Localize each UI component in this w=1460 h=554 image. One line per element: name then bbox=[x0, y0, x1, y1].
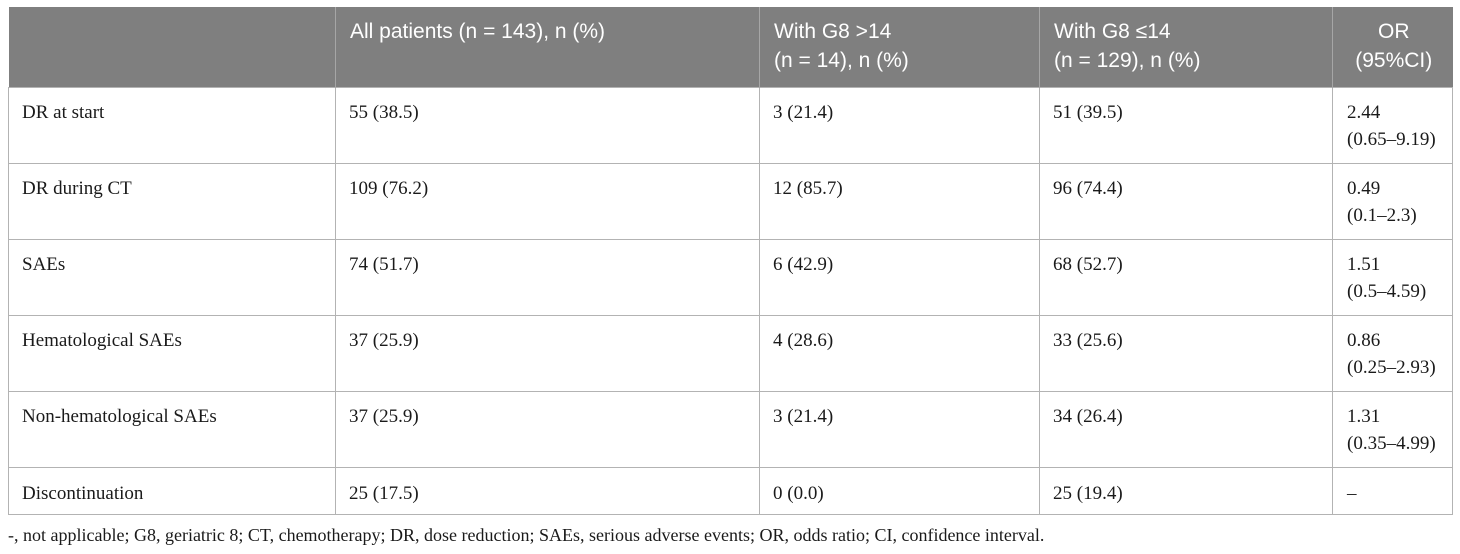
cell-odds-ratio: 1.51 (0.5–4.59) bbox=[1332, 238, 1453, 316]
cell-g8-at-most-14: 33 (25.6) bbox=[1039, 314, 1333, 392]
cell-g8-at-most-14: 34 (26.4) bbox=[1039, 390, 1333, 468]
table-row: Discontinuation 25 (17.5) 0 (0.0) 25 (19… bbox=[8, 466, 1453, 515]
cell-g8-above-14: 6 (42.9) bbox=[759, 238, 1040, 316]
cell-all-patients: 109 (76.2) bbox=[335, 162, 760, 240]
or-ci: (0.5–4.59) bbox=[1347, 280, 1427, 302]
cell-g8-at-most-14: 25 (19.4) bbox=[1039, 466, 1333, 515]
table-footnote: -, not applicable; G8, geriatric 8; CT, … bbox=[8, 525, 1045, 545]
table-body: DR at start 55 (38.5) 3 (21.4) 51 (39.5)… bbox=[8, 86, 1453, 515]
row-label: Non-hematological SAEs bbox=[8, 390, 336, 468]
cell-g8-above-14: 3 (21.4) bbox=[759, 86, 1040, 164]
or-value: – bbox=[1347, 482, 1357, 504]
row-label: Hematological SAEs bbox=[8, 314, 336, 392]
cell-all-patients: 55 (38.5) bbox=[335, 86, 760, 164]
cell-all-patients: 25 (17.5) bbox=[335, 466, 760, 515]
or-value: 0.86 bbox=[1347, 329, 1381, 351]
cell-odds-ratio: 2.44 (0.65–9.19) bbox=[1332, 86, 1453, 164]
cell-all-patients: 74 (51.7) bbox=[335, 238, 760, 316]
cell-g8-above-14: 3 (21.4) bbox=[759, 390, 1040, 468]
cell-g8-above-14: 4 (28.6) bbox=[759, 314, 1040, 392]
row-label: SAEs bbox=[8, 238, 336, 316]
cell-odds-ratio: 0.49 (0.1–2.3) bbox=[1332, 162, 1453, 240]
or-ci: (0.35–4.99) bbox=[1347, 432, 1436, 454]
cell-g8-at-most-14: 51 (39.5) bbox=[1039, 86, 1333, 164]
cell-odds-ratio: 1.31 (0.35–4.99) bbox=[1332, 390, 1453, 468]
table-row: Hematological SAEs 37 (25.9) 4 (28.6) 33… bbox=[8, 314, 1453, 392]
cell-all-patients: 37 (25.9) bbox=[335, 314, 760, 392]
or-value: 0.49 bbox=[1347, 177, 1381, 199]
cell-g8-above-14: 12 (85.7) bbox=[759, 162, 1040, 240]
cell-all-patients: 37 (25.9) bbox=[335, 390, 760, 468]
cell-g8-above-14: 0 (0.0) bbox=[759, 466, 1040, 515]
header-row: All patients (n = 143), n (%) With G8 >1… bbox=[8, 7, 1453, 87]
table-row: SAEs 74 (51.7) 6 (42.9) 68 (52.7) 1.51 (0… bbox=[8, 238, 1453, 316]
cell-odds-ratio: – bbox=[1332, 466, 1453, 515]
row-label: Discontinuation bbox=[8, 466, 336, 515]
header-all-patients: All patients (n = 143), n (%) bbox=[335, 7, 760, 87]
cell-g8-at-most-14: 68 (52.7) bbox=[1039, 238, 1333, 316]
or-ci: (0.25–2.93) bbox=[1347, 356, 1436, 378]
header-odds-ratio: OR (95%CI) bbox=[1332, 7, 1453, 87]
or-ci: (0.65–9.19) bbox=[1347, 128, 1436, 150]
header-g8-at-most-14: With G8 ≤14 (n = 129), n (%) bbox=[1039, 7, 1333, 87]
header-g8-above-14: With G8 >14 (n = 14), n (%) bbox=[759, 7, 1040, 87]
or-value: 1.51 bbox=[1347, 253, 1381, 275]
table-row: DR during CT 109 (76.2) 12 (85.7) 96 (74… bbox=[8, 162, 1453, 240]
table-row: Non-hematological SAEs 37 (25.9) 3 (21.4… bbox=[8, 390, 1453, 468]
table-row: DR at start 55 (38.5) 3 (21.4) 51 (39.5)… bbox=[8, 86, 1453, 164]
cell-odds-ratio: 0.86 (0.25–2.93) bbox=[1332, 314, 1453, 392]
table-header: All patients (n = 143), n (%) With G8 >1… bbox=[8, 7, 1453, 87]
or-value: 1.31 bbox=[1347, 405, 1381, 427]
header-cell-empty bbox=[8, 7, 336, 87]
or-value: 2.44 bbox=[1347, 101, 1381, 123]
results-table: All patients (n = 143), n (%) With G8 >1… bbox=[8, 7, 1453, 515]
or-ci: (0.1–2.3) bbox=[1347, 204, 1417, 226]
row-label: DR at start bbox=[8, 86, 336, 164]
cell-g8-at-most-14: 96 (74.4) bbox=[1039, 162, 1333, 240]
results-table-container: All patients (n = 143), n (%) With G8 >1… bbox=[8, 7, 1453, 545]
row-label: DR during CT bbox=[8, 162, 336, 240]
